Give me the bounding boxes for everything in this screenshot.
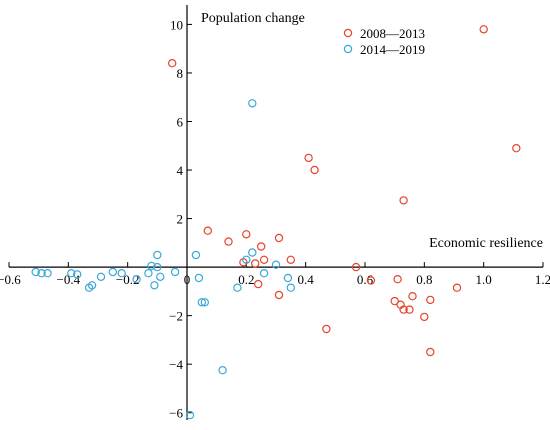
data-point: [322, 324, 331, 334]
data-point: [274, 233, 284, 243]
x-tick-label: 0: [184, 272, 191, 287]
data-point: [479, 25, 488, 34]
x-tick-label: −0.2: [116, 272, 140, 287]
data-point: [248, 99, 257, 108]
data-point: [405, 305, 414, 314]
data-point: [408, 292, 417, 301]
data-point: [218, 366, 227, 375]
data-point: [286, 283, 295, 292]
data-point: [399, 196, 408, 205]
data-point: [108, 267, 118, 277]
data-point: [248, 248, 257, 257]
y-tick-label: 2: [177, 212, 184, 227]
data-point: [43, 269, 52, 278]
data-point: [274, 290, 284, 300]
x-tick-label: 0.4: [298, 272, 315, 287]
data-point: [185, 410, 195, 420]
x-tick-label: −0.4: [57, 272, 81, 287]
data-point: [153, 250, 162, 260]
data-point: [271, 260, 281, 269]
data-point: [259, 269, 269, 278]
data-point: [37, 269, 46, 278]
legend-marker-2008-2013: [343, 28, 353, 38]
y-tick-label: 8: [177, 66, 184, 81]
data-point: [257, 242, 266, 251]
data-point: [351, 262, 361, 272]
x-tick-label: 0.6: [357, 272, 374, 287]
data-point: [150, 281, 159, 290]
data-point: [72, 270, 82, 279]
data-point: [224, 237, 233, 246]
data-point: [170, 267, 180, 277]
series-1: [31, 99, 295, 420]
data-point: [87, 281, 97, 290]
data-point: [167, 59, 177, 68]
data-point: [147, 261, 156, 271]
data-point: [250, 259, 260, 268]
x-axis-title: Economic resilience: [429, 236, 543, 251]
data-point: [132, 275, 141, 284]
legend-label-2014-2019: 2014—2019: [360, 42, 425, 57]
x-tick-label: 1.0: [476, 272, 492, 287]
data-point: [156, 272, 165, 281]
data-point: [512, 143, 521, 153]
data-point: [254, 279, 263, 289]
legend-label-2008-2013: 2008—2013: [360, 26, 425, 41]
y-tick-label: −6: [169, 406, 183, 421]
data-point: [286, 255, 295, 264]
x-tick-label: 0.2: [238, 272, 254, 287]
data-point: [426, 295, 435, 305]
data-point: [390, 296, 399, 306]
data-point: [366, 276, 376, 285]
axes-group: [9, 5, 543, 420]
data-point: [67, 269, 76, 278]
x-tick-label: −0.6: [0, 272, 21, 287]
x-tick-label: 1.2: [535, 272, 550, 287]
legend: 2008—2013 2014—2019: [343, 26, 425, 57]
data-point: [203, 226, 212, 235]
data-point: [153, 262, 162, 272]
y-tick-label: −2: [169, 309, 183, 324]
data-point: [242, 230, 251, 239]
data-point: [242, 255, 251, 264]
y-tick-label: 10: [170, 17, 183, 32]
data-point: [144, 269, 153, 278]
points-group: [31, 25, 521, 420]
data-point: [452, 283, 462, 292]
y-axis-title: Population change: [201, 11, 305, 26]
series-0: [167, 25, 521, 357]
data-point: [194, 273, 204, 283]
x-tick-label: 0.8: [416, 272, 432, 287]
data-point: [197, 298, 206, 307]
data-point: [420, 312, 429, 322]
data-point: [31, 267, 40, 277]
legend-marker-2014-2019: [343, 44, 353, 54]
data-point: [399, 305, 408, 314]
data-point: [259, 255, 269, 264]
data-point: [191, 250, 201, 260]
data-point: [283, 273, 293, 283]
data-point: [310, 165, 319, 175]
y-tick-label: 6: [177, 114, 184, 129]
y-tick-label: −4: [169, 357, 183, 372]
data-point: [393, 275, 402, 284]
data-point: [200, 298, 209, 307]
data-point: [426, 347, 435, 357]
ticks-group: −0.6 −0.4 −0.2 0 0.2 0.4 0.6 0.8 1.0 1.2 −6 −4 −2 2 4 6…: [0, 17, 550, 420]
data-point: [117, 269, 126, 278]
data-point: [304, 153, 313, 163]
y-tick-label: 4: [177, 163, 184, 178]
data-point: [96, 272, 106, 281]
data-point: [233, 283, 242, 292]
